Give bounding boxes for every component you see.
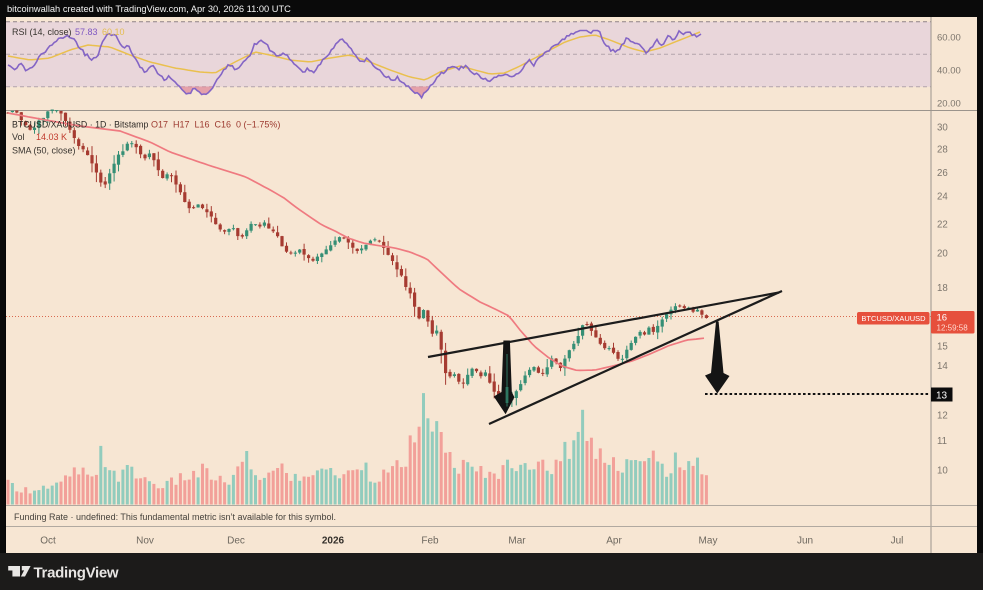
svg-text:12:59:58: 12:59:58 [937,324,969,333]
svg-text:May: May [699,536,718,547]
svg-text:14: 14 [937,361,948,372]
svg-text:Jun: Jun [797,536,813,547]
svg-text:14.03 K: 14.03 K [36,132,67,142]
svg-text:57.83: 57.83 [75,27,98,37]
svg-text:15: 15 [937,342,948,353]
svg-text:BTCUSD/XAUUSD · 1D · Bitstamp: BTCUSD/XAUUSD · 1D · Bitstamp [12,120,148,130]
svg-text:Dec: Dec [227,536,245,547]
svg-text:TradingView: TradingView [34,565,119,582]
svg-text:2026: 2026 [322,536,345,547]
svg-text:28: 28 [937,145,948,156]
svg-text:O17 H17 L16 C16 0 (−1.75%): O17 H17 L16 C16 0 (−1.75%) [151,120,280,130]
svg-text:10: 10 [937,466,948,477]
svg-text:60.10: 60.10 [102,27,125,37]
svg-text:Jul: Jul [891,536,904,547]
svg-text:30: 30 [937,123,948,134]
svg-text:Oct: Oct [40,536,56,547]
svg-text:26: 26 [937,168,948,179]
svg-text:BTCUSD/XAUUSD: BTCUSD/XAUUSD [861,314,926,323]
svg-text:RSI (14, close): RSI (14, close) [12,27,72,37]
svg-text:Funding Rate · undefined: This: Funding Rate · undefined: This fundament… [14,512,336,522]
svg-text:18: 18 [937,283,948,294]
svg-text:24: 24 [937,192,948,203]
svg-text:Nov: Nov [136,536,154,547]
svg-text:Vol: Vol [12,132,25,142]
svg-text:20.00: 20.00 [937,99,961,110]
svg-text:60.00: 60.00 [937,33,961,44]
svg-text:SMA (50, close): SMA (50, close) [12,146,76,156]
svg-text:Apr: Apr [606,536,622,547]
svg-text:bitcoinwallah created with Tra: bitcoinwallah created with TradingView.c… [7,4,291,14]
svg-text:16: 16 [937,313,948,324]
svg-text:13: 13 [936,391,948,402]
svg-text:Mar: Mar [508,536,526,547]
svg-text:20: 20 [937,249,948,260]
svg-text:Feb: Feb [421,536,439,547]
svg-text:12: 12 [937,411,948,422]
svg-text:11: 11 [937,436,947,447]
svg-text:22: 22 [937,220,948,231]
svg-text:40.00: 40.00 [937,66,961,77]
